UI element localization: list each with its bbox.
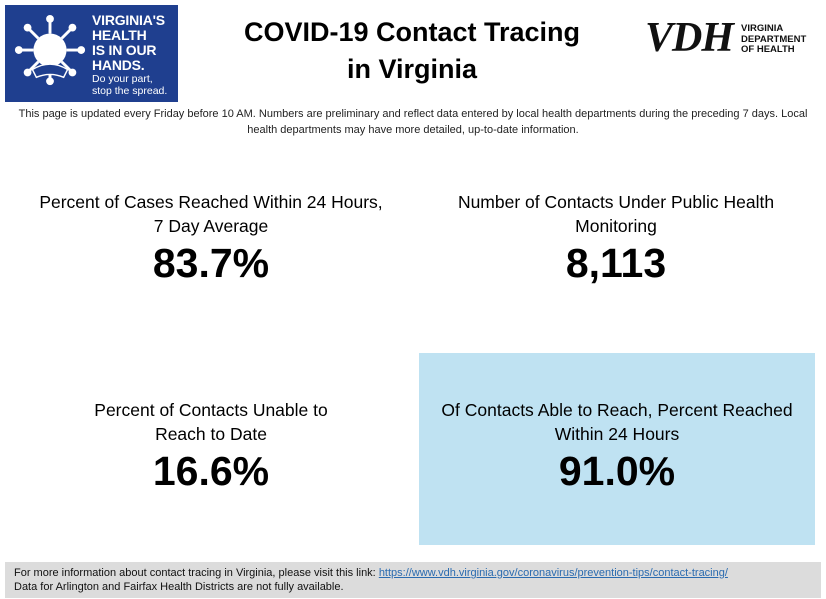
metric-value: 83.7% (152, 240, 270, 286)
vdh-letters: VDH (645, 15, 734, 61)
metric-label: Number of Contacts Under Public Health M… (457, 192, 775, 236)
footer-note: Data for Arlington and Fairfax Health Di… (14, 581, 344, 593)
metric-value: 16.6% (152, 448, 270, 494)
metric-contacts-unable-to-reach: Percent of Contacts Unable to Reach to D… (20, 398, 402, 496)
campaign-slogan: VIRGINIA'S HEALTH IS IN OUR HANDS. (92, 12, 165, 73)
vdh-logo: VDH VIRGINIA DEPARTMENT OF HEALTH (645, 15, 815, 62)
metric-label: Percent of Cases Reached Within 24 Hours… (39, 192, 383, 236)
update-note: This page is updated every Friday before… (18, 108, 808, 136)
footer: For more information about contact traci… (5, 562, 821, 598)
highlight-panel (419, 353, 815, 545)
page-title: COVID-19 Contact Tracing in Virginia (243, 17, 581, 84)
metric-contacts-reached-24h: Of Contacts Able to Reach, Percent Reach… (419, 398, 815, 496)
metric-label: Of Contacts Able to Reach, Percent Reach… (441, 400, 793, 444)
campaign-logo: VIRGINIA'S HEALTH IS IN OUR HANDS. Do yo… (5, 5, 178, 102)
campaign-tagline: Do your part, stop the spread. (92, 73, 168, 97)
vdh-department-name: VIRGINIA DEPARTMENT OF HEALTH (741, 23, 807, 55)
metric-value: 8,113 (565, 240, 667, 286)
contact-tracing-link[interactable]: https://www.vdh.virginia.gov/coronavirus… (378, 567, 728, 579)
virus-hands-icon (14, 14, 86, 86)
metric-value: 91.0% (558, 448, 676, 494)
metric-contacts-monitoring: Number of Contacts Under Public Health M… (430, 190, 802, 288)
metric-label: Percent of Contacts Unable to Reach to D… (94, 400, 328, 444)
footer-text: For more information about contact traci… (14, 567, 379, 579)
metric-cases-reached-24h: Percent of Cases Reached Within 24 Hours… (20, 190, 402, 288)
